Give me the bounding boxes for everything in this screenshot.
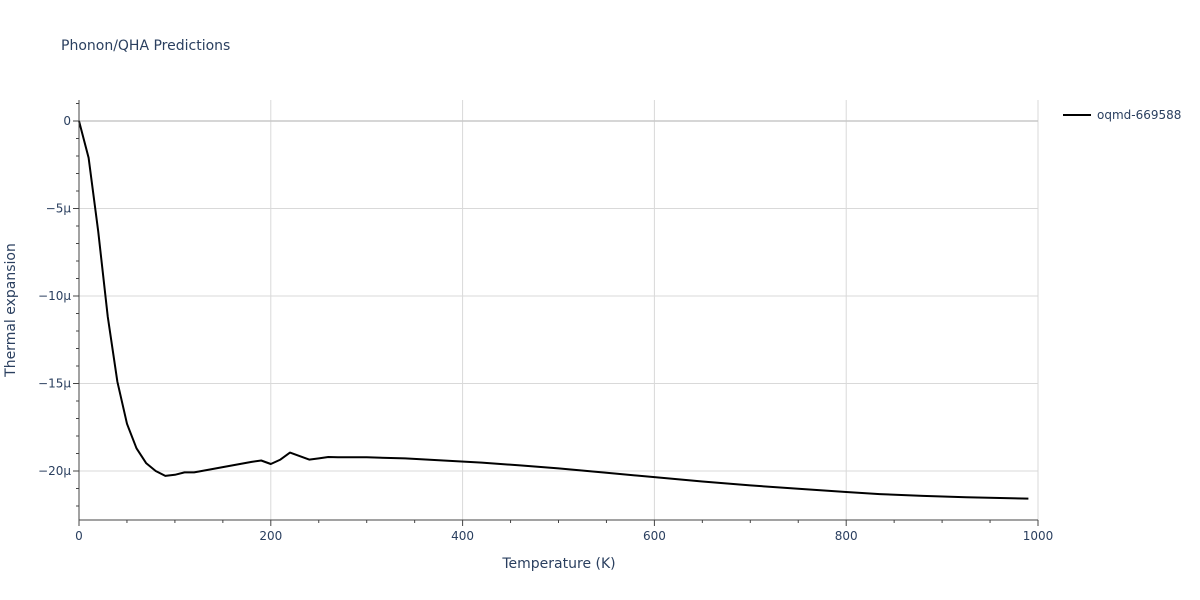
x-gridlines bbox=[270, 100, 1039, 520]
x-tick-label: 1000 bbox=[1023, 529, 1054, 543]
x-tick-label: 800 bbox=[835, 529, 858, 543]
y-axis-ticks: 0 −5μ −10μ −15μ −20μ bbox=[38, 103, 79, 507]
y-axis-title: Thermal expansion bbox=[3, 243, 19, 378]
y-gridlines bbox=[79, 120, 1038, 472]
y-tick-label: −15μ bbox=[38, 377, 71, 391]
y-tick-label: −20μ bbox=[38, 464, 71, 478]
series-line-oqmd-669588[interactable] bbox=[78, 120, 1029, 500]
x-axis-title: Temperature (K) bbox=[501, 556, 615, 572]
x-tick-label: 200 bbox=[259, 529, 282, 543]
legend[interactable]: oqmd-669588 bbox=[1063, 108, 1181, 122]
x-tick-label: 600 bbox=[643, 529, 666, 543]
x-axis-ticks: 0 200 400 600 800 1000 bbox=[75, 520, 1053, 543]
series-layer bbox=[78, 120, 1029, 500]
y-tick-label: −10μ bbox=[38, 289, 71, 303]
axes bbox=[78, 100, 1038, 521]
x-tick-label: 400 bbox=[451, 529, 474, 543]
chart-title: Phonon/QHA Predictions bbox=[61, 38, 230, 54]
y-tick-label: −5μ bbox=[46, 202, 72, 216]
legend-label[interactable]: oqmd-669588 bbox=[1097, 108, 1181, 122]
y-tick-label: 0 bbox=[63, 114, 71, 128]
x-tick-label: 0 bbox=[75, 529, 83, 543]
